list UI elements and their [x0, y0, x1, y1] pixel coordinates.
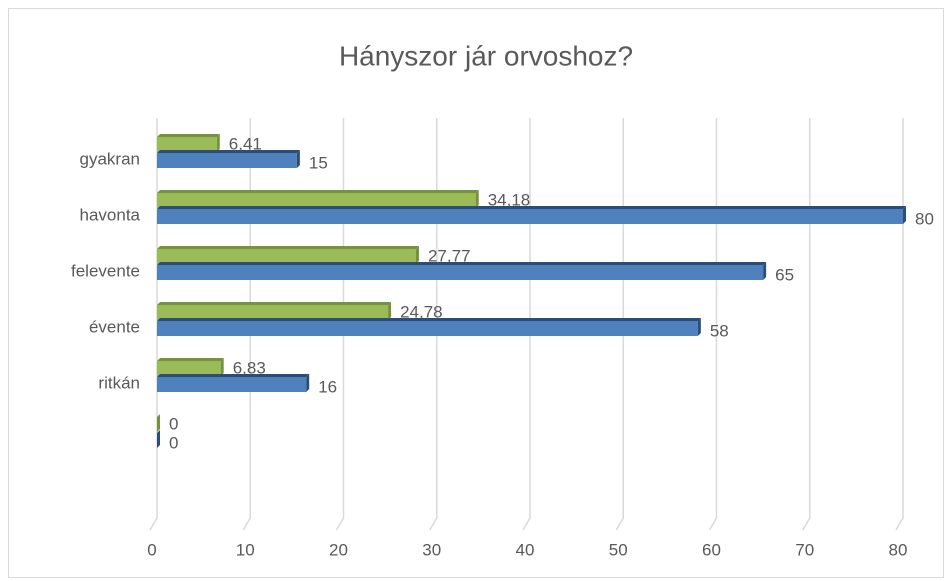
data-label: 0	[169, 414, 178, 433]
x-tick-label: 50	[609, 540, 628, 559]
bar	[157, 153, 297, 168]
bar-top	[157, 150, 300, 153]
bar	[157, 321, 698, 336]
data-label: 65	[775, 265, 794, 284]
bar-side	[296, 150, 300, 168]
bar-side	[157, 414, 160, 432]
grid-line	[522, 118, 531, 531]
data-label: 80	[915, 209, 934, 228]
grid-line	[708, 118, 718, 531]
data-label: 6,41	[229, 134, 262, 153]
data-label: 34,18	[488, 190, 531, 209]
x-tick-label: 10	[236, 540, 255, 559]
bar-top	[157, 206, 906, 209]
bar-top	[157, 374, 310, 377]
y-tick-label: gyakran	[80, 149, 140, 168]
bar-side	[216, 134, 220, 152]
data-label: 58	[710, 321, 729, 340]
bar-side	[415, 246, 419, 264]
x-tick-label: 40	[516, 540, 535, 559]
bar-top	[157, 246, 419, 249]
bar-side	[903, 206, 906, 224]
x-tick-label: 30	[422, 540, 441, 559]
data-label: 6,83	[233, 358, 266, 377]
grid-line	[895, 118, 904, 531]
chart-border	[8, 8, 944, 578]
grid-line	[429, 118, 438, 531]
chart-title: Hányszor jár orvoshoz?	[339, 40, 633, 71]
bar-top	[157, 318, 701, 321]
bar	[157, 361, 221, 376]
x-tick-label: 80	[889, 540, 908, 559]
bar-top	[157, 190, 479, 193]
bar-side	[306, 374, 310, 392]
bar-top	[157, 262, 767, 265]
grid-line	[802, 118, 811, 531]
x-tick-label: 70	[795, 540, 814, 559]
bar-top	[157, 302, 392, 305]
x-tick-label: 20	[329, 540, 348, 559]
data-label: 16	[318, 377, 337, 396]
data-label: 15	[309, 153, 328, 172]
bar-side	[388, 302, 392, 320]
x-tick-label: 60	[702, 540, 721, 559]
bar-side	[220, 358, 224, 376]
grid-line	[615, 118, 624, 531]
y-tick-label: felevente	[71, 261, 140, 280]
data-label: 27,77	[428, 246, 471, 265]
bar	[157, 137, 217, 152]
y-tick-label: ritkán	[98, 373, 140, 392]
y-tick-label: havonta	[80, 205, 141, 224]
bar	[157, 377, 307, 392]
bar	[157, 249, 416, 264]
bar-top	[157, 358, 224, 361]
bar-side	[763, 262, 767, 280]
bar	[157, 265, 764, 280]
bar	[157, 209, 903, 224]
bar-top	[157, 134, 220, 137]
bar-side	[475, 190, 479, 208]
bar	[157, 193, 476, 208]
data-label: 24,78	[400, 302, 443, 321]
y-tick-label: évente	[89, 317, 140, 336]
bar-side	[157, 430, 160, 448]
x-tick-label: 0	[147, 540, 156, 559]
data-label: 0	[169, 433, 178, 452]
bar-side	[697, 318, 701, 336]
bar	[157, 305, 389, 320]
